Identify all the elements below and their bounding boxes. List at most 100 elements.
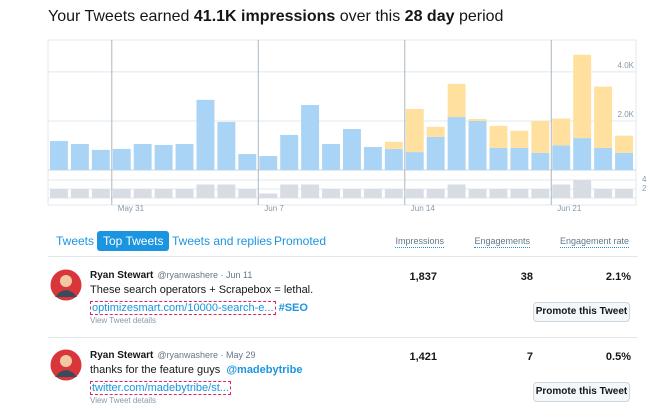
tab[interactable]: Promoted xyxy=(274,234,327,248)
title-impressions: 41.1K impressions xyxy=(193,8,336,25)
view-details[interactable]: View Tweet details xyxy=(90,396,156,405)
tweet-link[interactable]: twitter.com/madebytribe/st... xyxy=(90,381,231,395)
tab[interactable]: Top Tweets xyxy=(97,231,170,251)
column-header: Impressions xyxy=(395,236,444,248)
impression-bar xyxy=(552,118,571,146)
impression-bar xyxy=(447,117,466,170)
tweet-body: thanks for the feature guys xyxy=(90,364,221,376)
impression-bar xyxy=(384,141,403,149)
tweet-text: These search operators + Scrapebox = let… xyxy=(90,284,313,296)
engagement-bar xyxy=(552,184,571,198)
impression-bar xyxy=(322,144,340,170)
x-tick-label: Jun 7 xyxy=(264,204,284,213)
impression-bar xyxy=(489,147,508,170)
impression-bar xyxy=(154,144,173,170)
engagement-bar xyxy=(363,189,382,198)
engagement-bar xyxy=(133,189,152,198)
engagement-bar xyxy=(259,193,278,198)
engagement-bar xyxy=(468,189,487,198)
x-tick-label: Jun 21 xyxy=(557,204,582,213)
hashtag[interactable]: #SEO xyxy=(278,302,308,314)
title-lead: Your Tweets earned xyxy=(48,8,190,25)
avatar[interactable] xyxy=(50,269,82,301)
engagement-rate: 0.5% xyxy=(605,351,631,363)
engagements: 7 xyxy=(526,351,533,363)
impression-bar xyxy=(594,86,613,148)
engagement-bar xyxy=(238,189,257,198)
engagement-bar xyxy=(217,184,236,198)
view-details[interactable]: View Tweet details xyxy=(90,316,156,325)
engagement-bar xyxy=(384,189,403,198)
impression-bar xyxy=(594,147,613,170)
promote-button[interactable]: Promote this Tweet xyxy=(533,382,630,402)
impression-bar xyxy=(343,129,361,170)
impression-bar xyxy=(468,120,487,170)
divider xyxy=(48,256,638,257)
avatar[interactable] xyxy=(50,349,82,381)
impression-bar xyxy=(196,99,215,170)
impression-bar xyxy=(133,144,152,170)
chart: 2.0K 4.0K 24 May 31 Jun 7 Jun 14 Jun 21 xyxy=(47,39,647,213)
impression-bar xyxy=(468,118,487,121)
impression-bar xyxy=(552,145,571,170)
y2-tick-label: 4 xyxy=(642,175,647,184)
engagement-bar xyxy=(489,189,508,198)
tweet-body: These search operators + Scrapebox = let… xyxy=(90,284,314,296)
tweet-text: thanks for the feature guys @madebytribe xyxy=(90,364,302,376)
tweet-link[interactable]: optimizesmart.com/10000-search-e... xyxy=(90,301,276,315)
impression-bar xyxy=(175,144,194,170)
engagement-bar xyxy=(510,189,529,198)
impression-bar xyxy=(489,125,508,148)
title: Your Tweets earned 41.1K impressions ove… xyxy=(48,8,503,26)
y-tick-label: 4.0K xyxy=(618,61,635,70)
author-name: Ryan Stewart xyxy=(90,270,154,281)
impression-bar xyxy=(384,148,403,170)
tweet-author: Ryan Stewart @ryanwashere · May 29 xyxy=(90,350,256,361)
engagement-bar xyxy=(91,189,110,198)
impression-bar xyxy=(217,121,236,170)
engagement-bar xyxy=(531,189,550,198)
promote-button[interactable]: Promote this Tweet xyxy=(533,302,630,322)
tab[interactable]: Tweets xyxy=(56,234,95,248)
engagement-bar xyxy=(301,184,320,198)
engagement-bar xyxy=(343,189,361,198)
engagement-bar xyxy=(112,189,131,198)
impression-bar xyxy=(259,156,278,170)
column-header: Engagements xyxy=(474,236,530,248)
impression-bar xyxy=(112,148,131,170)
engagement-bar xyxy=(405,189,424,198)
divider xyxy=(48,337,638,338)
engagement-bar xyxy=(615,189,633,198)
engagement-bar xyxy=(50,189,68,198)
y2-tick-label: 2 xyxy=(642,184,647,193)
tweet-meta: @ryanwashere · Jun 11 xyxy=(157,270,253,280)
column-header: Engagement rate xyxy=(559,236,629,248)
impression-bar xyxy=(531,152,550,170)
tweet-link-line: optimizesmart.com/10000-search-e... #SEO xyxy=(90,298,308,316)
engagement-bar xyxy=(573,180,592,198)
mention[interactable]: @madebytribe xyxy=(226,364,303,376)
impression-bar xyxy=(531,120,550,153)
engagement-bar xyxy=(322,189,340,198)
impression-bar xyxy=(426,126,445,137)
engagement-bar xyxy=(154,189,173,198)
title-tail: period xyxy=(458,8,504,25)
impression-bar xyxy=(238,154,257,170)
impression-bar xyxy=(573,54,592,139)
author-name: Ryan Stewart xyxy=(90,350,154,361)
engagement-bar xyxy=(594,189,613,198)
impression-bar xyxy=(70,144,89,170)
title-middle: over this xyxy=(339,8,401,25)
impression-bar xyxy=(426,136,445,170)
engagement-rate: 2.1% xyxy=(605,271,631,283)
impression-bar xyxy=(510,130,529,148)
impressions: 1,837 xyxy=(409,271,437,283)
tweet-author: Ryan Stewart @ryanwashere · Jun 11 xyxy=(90,270,252,281)
tweet-link-line: twitter.com/madebytribe/st... xyxy=(90,378,231,396)
engagement-bar xyxy=(280,184,299,198)
tab[interactable]: Tweets and replies xyxy=(172,234,273,248)
engagement-bar xyxy=(426,189,445,198)
impression-bar xyxy=(510,147,529,170)
impression-bar xyxy=(50,141,68,170)
